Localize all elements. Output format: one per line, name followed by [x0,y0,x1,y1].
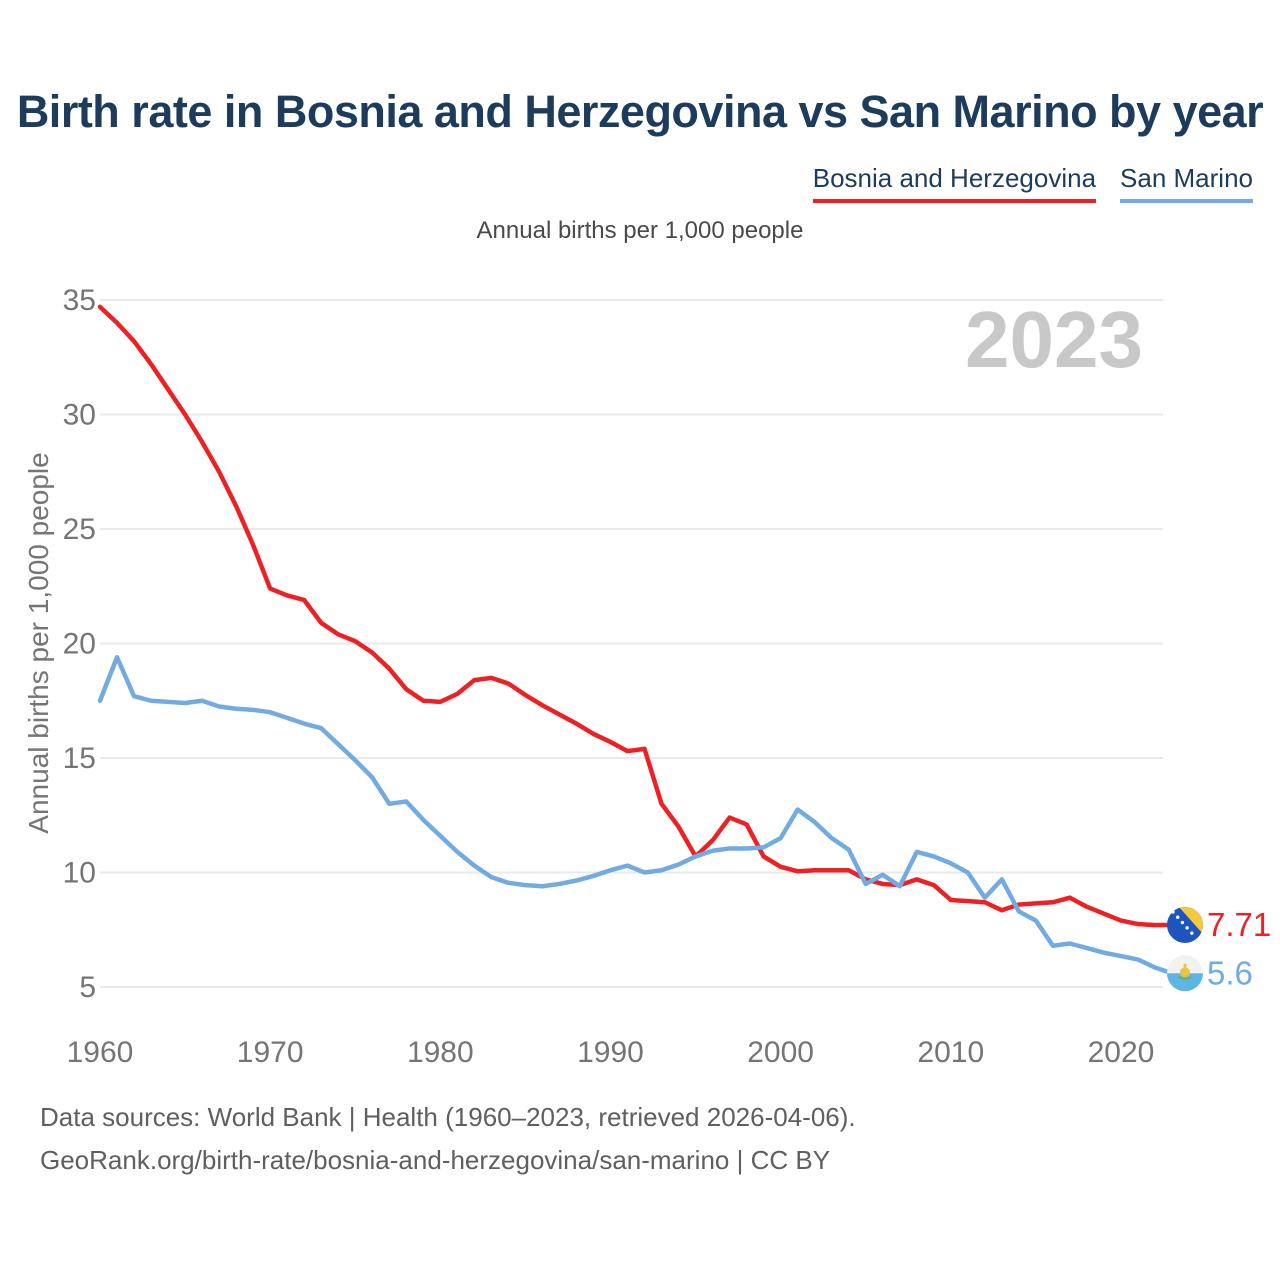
san-marino-line [97,654,1175,976]
y-axis-title: Annual births per 1,000 people [23,452,54,833]
watermark-year: 2023 [965,295,1143,384]
bosnia-line [97,304,1175,928]
end-label-san-marino: 5.6 [1207,954,1253,991]
footer: Data sources: World Bank | Health (1960–… [40,1096,856,1182]
x-tick-label: 1990 [577,1036,644,1069]
y-tick-label: 35 [63,284,96,317]
end-label-bosnia: 7.71 [1207,906,1271,943]
x-tick-label: 1980 [407,1036,474,1069]
y-tick-label: 5 [79,971,96,1004]
legend-item-san-marino[interactable]: San Marino [1120,163,1253,203]
footer-attribution: GeoRank.org/birth-rate/bosnia-and-herzeg… [40,1145,831,1175]
y-tick-label: 15 [63,742,96,775]
gridlines [100,299,1163,988]
legend-item-bosnia[interactable]: Bosnia and Herzegovina [812,163,1097,203]
x-tick-label: 2020 [1088,1036,1155,1069]
x-tick-label: 1970 [237,1036,304,1069]
footer-sources: Data sources: World Bank | Health (1960–… [40,1102,856,1132]
page-title: Birth rate in Bosnia and Herzegovina vs … [16,86,1264,137]
x-tick-label: 2010 [917,1036,984,1069]
y-axis-tick-labels: 5 10 15 20 25 30 35 [63,284,96,1004]
y-tick-label: 20 [63,628,96,661]
y-tick-label: 10 [63,857,96,890]
x-tick-label: 1960 [67,1036,134,1069]
data-lines [97,304,1175,976]
x-axis-tick-labels: 1960 1970 1980 1990 2000 2010 2020 [67,1036,1155,1069]
y-tick-label: 25 [63,513,96,546]
chart-subtitle: Annual births per 1,000 people [476,217,804,244]
chart-canvas: 2023 5 10 15 20 25 30 35 1960 1970 1980 1990 2000 2… [23,284,1271,1069]
x-tick-label: 2000 [747,1036,814,1069]
san-marino-flag-icon [1167,955,1203,992]
legend: Bosnia and Herzegovina San Marino [812,163,1253,203]
bosnia-flag-icon [1167,906,1203,943]
y-tick-label: 30 [63,399,96,432]
san-marino-emblem [1177,963,1193,980]
